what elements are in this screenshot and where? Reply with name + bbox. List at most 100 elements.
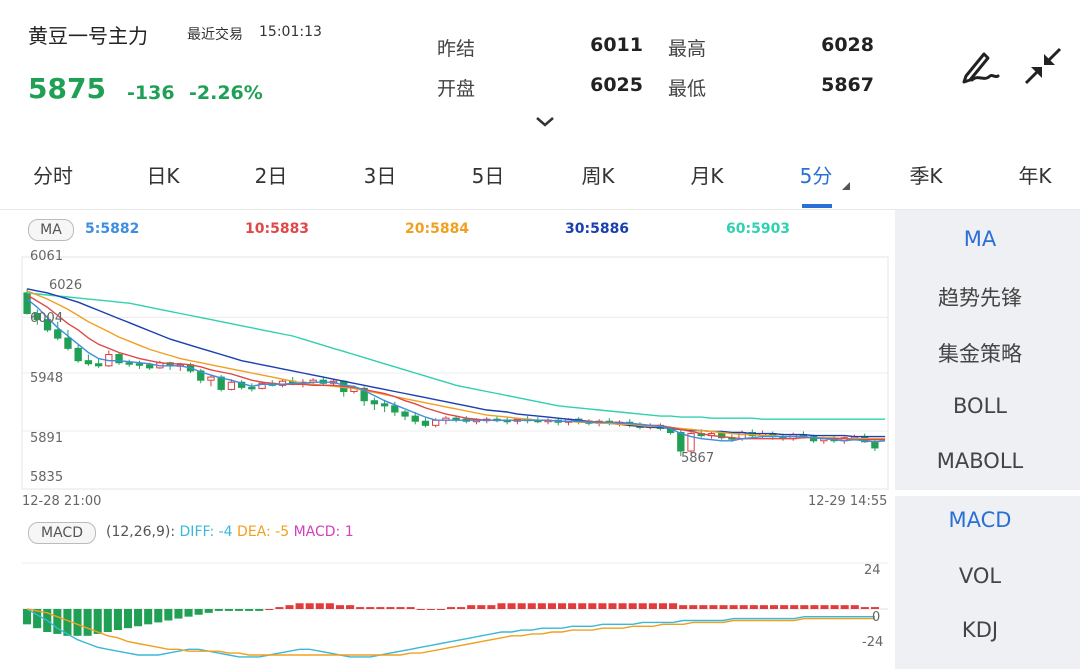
macd-histogram-bar — [194, 609, 203, 615]
macd-histogram-bar — [749, 605, 758, 609]
macd-legend: (12,26,9): DIFF: -4 DEA: -5 MACD: 1 — [106, 524, 354, 540]
tab-quarterly-k[interactable]: 季K — [909, 164, 943, 188]
max-price-marker: 6026 — [49, 278, 83, 293]
expand-chevron-icon[interactable] — [536, 112, 554, 131]
macd-histogram-bar — [537, 603, 546, 609]
price-tick-3: 5891 — [30, 431, 64, 446]
macd-histogram-bar — [154, 609, 163, 623]
macd-histogram-bar — [234, 609, 244, 611]
macd-histogram-bar — [557, 603, 567, 609]
tab-monthly-k[interactable]: 月K — [690, 164, 724, 188]
indicator-boll[interactable]: BOLL — [953, 394, 1007, 418]
macd-histogram-bar — [507, 603, 516, 609]
ma-badge[interactable]: MA — [28, 219, 74, 241]
macd-histogram-bar — [315, 603, 324, 609]
macd-histogram-bar — [164, 609, 173, 621]
macd-diff-value: DIFF: -4 — [179, 524, 233, 540]
macd-histogram-bar — [335, 605, 345, 609]
quote-header: 黄豆一号主力 最近交易 15:01:13 5875 -136 -2.26% 昨结… — [0, 0, 1080, 140]
candle-body — [278, 380, 287, 386]
indicator-kdj[interactable]: KDJ — [961, 618, 999, 642]
macd-histogram-bar — [578, 603, 587, 609]
macd-histogram-bar — [517, 603, 526, 609]
period-tabs: 分时 日K 2日 3日 5日 周K 月K 5分 季K 年K — [0, 150, 1080, 208]
tab-weekly-k[interactable]: 周K — [581, 164, 615, 188]
candle-body — [94, 363, 103, 367]
indicator-trend-pioneer[interactable]: 趋势先锋 — [938, 286, 1022, 310]
macd-badge[interactable]: MACD — [28, 522, 96, 544]
indicator-ma[interactable]: MA — [963, 227, 997, 251]
macd-histogram-bar — [73, 609, 82, 636]
macd-histogram-bar — [275, 607, 284, 609]
candle-body — [360, 387, 368, 402]
macd-histogram-bar — [33, 609, 42, 629]
macd-histogram-bar — [53, 609, 62, 634]
macd-histogram-bar — [618, 603, 627, 609]
macd-dea-line — [26, 608, 875, 656]
macd-histogram-bar — [568, 603, 577, 609]
candle-body — [432, 419, 440, 426]
macd-histogram-bar — [346, 605, 355, 609]
indicator-maboll[interactable]: MABOLL — [936, 449, 1024, 473]
candle-body — [146, 364, 154, 369]
ma60-line — [27, 292, 886, 420]
macd-histogram-bar — [719, 605, 728, 609]
tab-yearly-k[interactable]: 年K — [1018, 164, 1052, 188]
macd-histogram-bar — [739, 605, 748, 609]
macd-histogram-bar — [769, 605, 779, 609]
tab-2day[interactable]: 2日 — [254, 164, 288, 188]
tab-5day[interactable]: 5日 — [471, 164, 505, 188]
macd-histogram-bar — [709, 605, 718, 609]
macd-histogram-bar — [174, 609, 183, 619]
macd-diff-line — [26, 608, 875, 658]
candle-body — [687, 433, 695, 452]
tab-timeshare[interactable]: 分时 — [33, 164, 73, 188]
candlestick-chart[interactable] — [0, 245, 893, 515]
candle-body — [135, 363, 144, 366]
macd-histogram-bar — [547, 603, 556, 609]
macd-histogram-bar — [780, 605, 789, 609]
macd-histogram-bar — [689, 605, 698, 609]
price-tick-bottom: 5835 — [30, 470, 64, 485]
tab-dropdown-triangle-icon[interactable] — [842, 182, 850, 190]
collapse-arrows-icon[interactable] — [1022, 46, 1064, 90]
macd-histogram-bar — [669, 603, 678, 609]
macd-histogram-bar — [820, 605, 829, 609]
macd-histogram-bar — [800, 605, 809, 609]
ma30-value: 30:5886 — [565, 221, 630, 237]
macd-chart[interactable] — [0, 555, 893, 663]
tab-daily-k[interactable]: 日K — [146, 164, 180, 188]
open-value: 6025 — [590, 74, 643, 96]
candle-body — [33, 312, 41, 321]
indicator-vol[interactable]: VOL — [958, 564, 1002, 588]
macd-histogram-bar — [608, 603, 617, 609]
tab-3day[interactable]: 3日 — [363, 164, 397, 188]
macd-histogram-bar — [588, 603, 597, 609]
ma20-value: 20:5884 — [405, 221, 470, 237]
macd-histogram-bar — [628, 603, 637, 609]
macd-histogram-bar — [598, 603, 607, 609]
macd-histogram-bar — [497, 603, 506, 609]
macd-histogram-bar — [144, 609, 153, 625]
macd-histogram-bar — [759, 605, 768, 609]
price-change: -136 — [127, 82, 175, 104]
candle-body — [54, 329, 62, 339]
macd-tick-bottom: -24 — [862, 635, 884, 650]
macd-histogram-bar — [830, 605, 839, 609]
macd-histogram-bar — [790, 605, 799, 609]
macd-histogram-bar — [396, 607, 405, 609]
last-trade-label: 最近交易 — [187, 27, 243, 43]
tab-5min[interactable]: 5分 — [799, 164, 833, 188]
high-label: 最高 — [668, 38, 707, 60]
macd-histogram-bar — [113, 609, 122, 631]
candle-body — [64, 337, 72, 349]
time-axis-start: 12-28 21:00 — [22, 494, 102, 509]
candle-body — [115, 354, 123, 364]
draw-pen-icon[interactable] — [958, 46, 1000, 90]
price-change-pct: -2.26% — [189, 82, 263, 104]
ma20-line — [26, 290, 886, 440]
macd-histogram-bar — [810, 605, 819, 609]
indicator-macd[interactable]: MACD — [948, 508, 1012, 532]
macd-histogram-bar — [527, 603, 536, 609]
indicator-capital-strategy[interactable]: 集金策略 — [938, 342, 1022, 366]
